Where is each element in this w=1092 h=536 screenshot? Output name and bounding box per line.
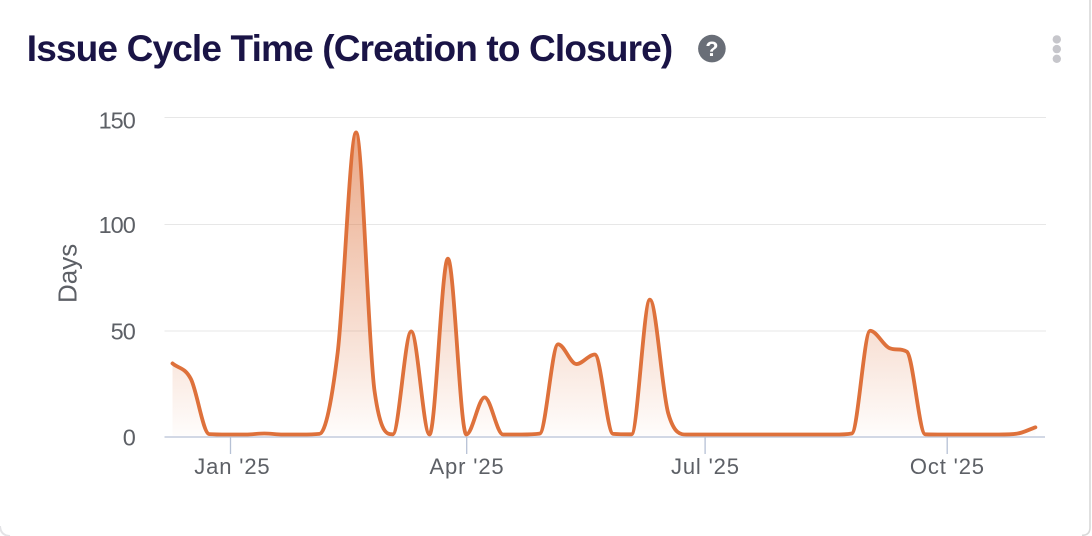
svg-text:Days: Days — [53, 244, 83, 303]
svg-text:Jan '25: Jan '25 — [194, 454, 270, 479]
svg-text:150: 150 — [99, 107, 136, 133]
svg-text:50: 50 — [111, 318, 136, 344]
svg-text:Oct '25: Oct '25 — [910, 454, 985, 479]
svg-text:Apr '25: Apr '25 — [430, 454, 505, 479]
svg-text:Jul '25: Jul '25 — [671, 454, 740, 479]
svg-text:?: ? — [705, 37, 718, 61]
svg-text:100: 100 — [99, 212, 136, 238]
svg-text:0: 0 — [123, 424, 136, 450]
